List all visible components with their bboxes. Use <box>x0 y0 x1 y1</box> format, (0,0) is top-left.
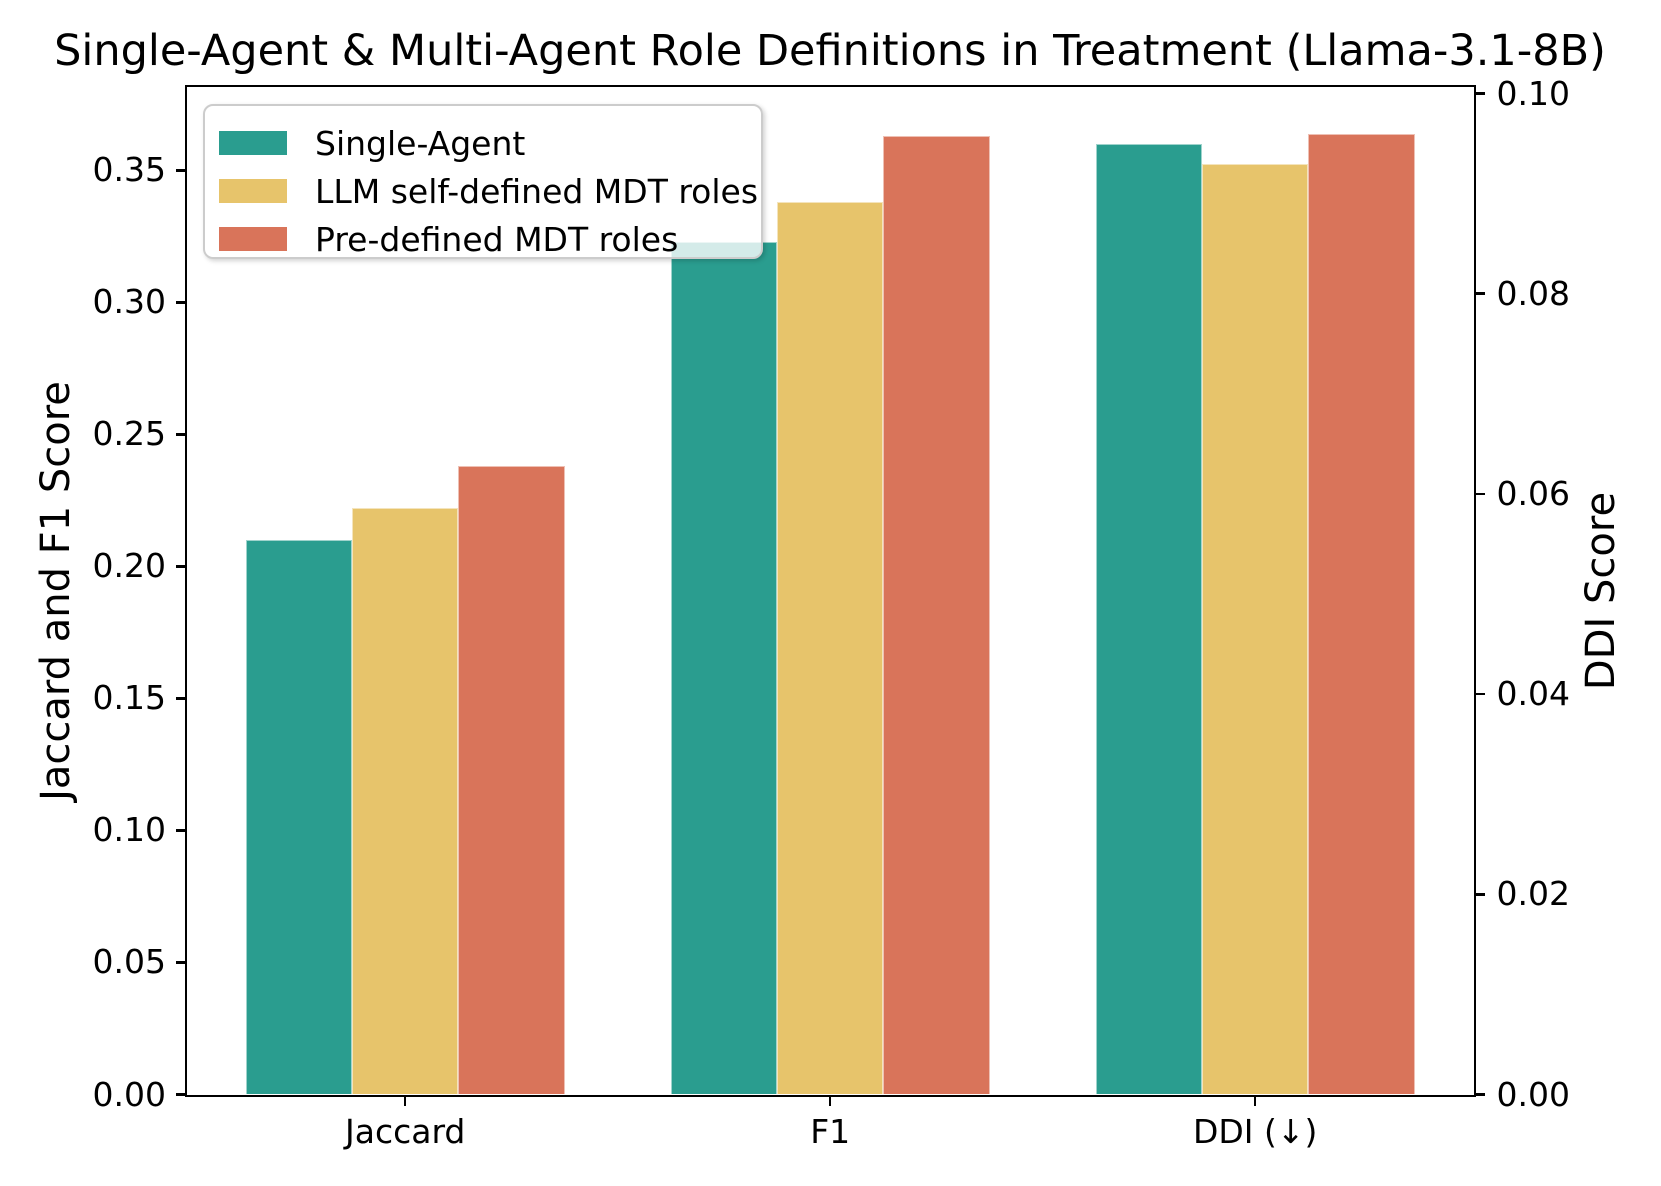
y-tick-label-right-0.04: 0.04 <box>1496 674 1570 714</box>
bar-llm-self-defined-mdt-roles-f1 <box>777 202 884 1095</box>
y-tick-label-left-0.30: 0.30 <box>92 282 166 322</box>
y-tick-right-0.06 <box>1476 492 1485 496</box>
x-tick-f1 <box>828 1097 832 1106</box>
y-tick-left-0.25 <box>176 433 185 436</box>
y-tick-label-left-0.00: 0.00 <box>92 1074 166 1114</box>
y-tick-label-right-0.10: 0.10 <box>1496 73 1570 113</box>
y-tick-label-left-0.05: 0.05 <box>92 942 166 982</box>
x-tick-jaccard <box>403 1097 407 1106</box>
bar-llm-self-defined-mdt-roles-jaccard <box>352 508 459 1095</box>
y-tick-label-right-0.06: 0.06 <box>1496 473 1570 513</box>
legend-swatch-llm-self-defined-mdt-roles <box>219 179 287 203</box>
legend-item-single-agent: Single-Agent <box>205 119 761 167</box>
bar-single-agent-jaccard <box>245 540 353 1095</box>
legend: Single-Agent LLM self-defined MDT roles Pr… <box>203 104 763 259</box>
legend-item-llm-self-defined-mdt-roles: LLM self-defined MDT roles <box>205 167 761 215</box>
y-tick-label-left-0.25: 0.25 <box>92 414 166 454</box>
bar-pre-defined-mdt-roles-ddi <box>1308 133 1415 1095</box>
y-tick-left-0.30 <box>176 301 185 304</box>
y-axis-label-right: DDI Score <box>1578 491 1624 691</box>
legend-label-pre-defined-mdt-roles: Pre-defined MDT roles <box>315 219 679 259</box>
legend-swatch-single-agent <box>219 131 287 155</box>
x-tick-ddi <box>1253 1097 1257 1106</box>
y-tick-left-0.20 <box>176 565 185 568</box>
chart-title: Single-Agent & Multi-Agent Role Definiti… <box>54 26 1606 76</box>
y-tick-right-0.02 <box>1476 893 1485 896</box>
bar-single-agent-ddi <box>1095 143 1203 1095</box>
y-tick-left-0.15 <box>176 697 185 700</box>
y-tick-label-left-0.20: 0.20 <box>92 546 166 586</box>
y-tick-left-0.10 <box>176 829 185 832</box>
y-tick-left-0.35 <box>176 169 185 172</box>
y-tick-right-0.08 <box>1476 292 1485 295</box>
x-tick-label-jaccard: Jaccard <box>344 1112 466 1151</box>
y-tick-label-left-0.15: 0.15 <box>92 678 166 718</box>
y-tick-right-0.10 <box>1476 92 1485 95</box>
bar-single-agent-f1 <box>670 241 778 1095</box>
legend-label-llm-self-defined-mdt-roles: LLM self-defined MDT roles <box>315 171 759 211</box>
y-tick-label-right-0.02: 0.02 <box>1496 874 1570 914</box>
x-tick-label-ddi: DDI (↓) <box>1192 1112 1318 1151</box>
legend-swatch-pre-defined-mdt-roles <box>219 227 287 251</box>
y-axis-label-left: Jaccard and F1 Score <box>33 381 79 801</box>
bar-pre-defined-mdt-roles-jaccard <box>458 466 565 1095</box>
y-tick-label-left-0.10: 0.10 <box>92 810 166 850</box>
legend-label-single-agent: Single-Agent <box>315 123 526 163</box>
y-tick-label-right-0.00: 0.00 <box>1496 1074 1570 1114</box>
legend-item-pre-defined-mdt-roles: Pre-defined MDT roles <box>205 215 761 263</box>
y-tick-right-0.04 <box>1476 692 1485 696</box>
x-tick-label-f1: F1 <box>810 1112 851 1151</box>
bar-llm-self-defined-mdt-roles-ddi <box>1202 163 1309 1095</box>
y-tick-left-0.05 <box>176 961 185 964</box>
y-tick-label-left-0.35: 0.35 <box>92 150 166 190</box>
y-tick-right-0.00 <box>1476 1093 1485 1096</box>
y-tick-label-right-0.08: 0.08 <box>1496 273 1570 313</box>
bar-pre-defined-mdt-roles-f1 <box>883 136 990 1095</box>
y-tick-left-0.00 <box>176 1093 185 1096</box>
